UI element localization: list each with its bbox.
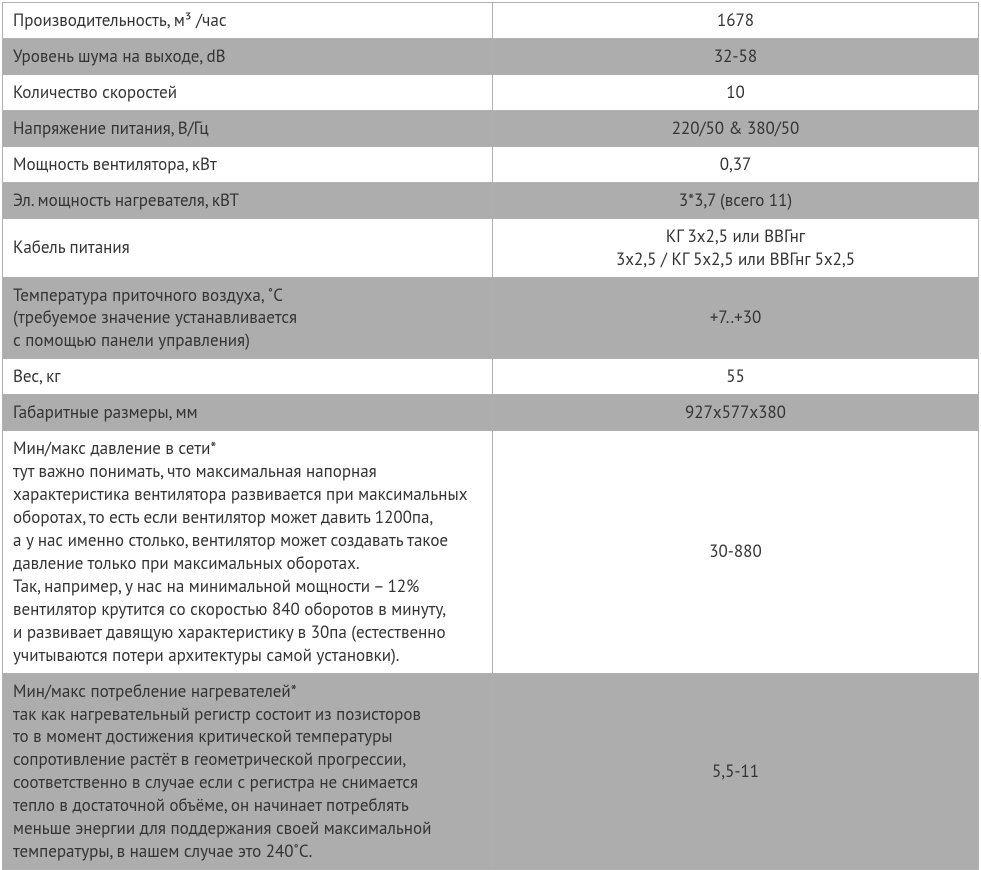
table-row: Напряжение питания, В/Гц220/50 & 380/50: [3, 110, 979, 146]
spec-label: Габаритные размеры, мм: [3, 395, 493, 431]
spec-value: 5,5-11: [493, 673, 979, 870]
spec-value: 32-58: [493, 38, 979, 74]
spec-value: +7..+30: [493, 277, 979, 359]
spec-table-body: Производительность, м³ /час1678Уровень ш…: [3, 3, 979, 870]
spec-label: Производительность, м³ /час: [3, 3, 493, 39]
table-row: Мин/макс потребление нагревателей*так ка…: [3, 673, 979, 870]
table-row: Кабель питанияКГ 3х2,5 или ВВГнг3х2,5 / …: [3, 218, 979, 277]
spec-value: 3*3,7 (всего 11): [493, 182, 979, 218]
spec-value: 10: [493, 74, 979, 110]
spec-label: Кабель питания: [3, 218, 493, 277]
spec-label: Мощность вентилятора, кВт: [3, 146, 493, 182]
spec-label: Количество скоростей: [3, 74, 493, 110]
table-row: Температура приточного воздуха, ˚С(требу…: [3, 277, 979, 359]
spec-value: 927х577х380: [493, 395, 979, 431]
spec-value: 1678: [493, 3, 979, 39]
table-row: Вес, кг55: [3, 359, 979, 395]
spec-label: Мин/макс потребление нагревателей*так ка…: [3, 673, 493, 870]
spec-label: Вес, кг: [3, 359, 493, 395]
spec-label: Напряжение питания, В/Гц: [3, 110, 493, 146]
table-row: Мин/макс давление в сети*тут важно поним…: [3, 431, 979, 673]
spec-value: 30-880: [493, 431, 979, 673]
table-row: Производительность, м³ /час1678: [3, 3, 979, 39]
table-row: Уровень шума на выходе, dB32-58: [3, 38, 979, 74]
spec-value: КГ 3х2,5 или ВВГнг3х2,5 / КГ 5х2,5 или В…: [493, 218, 979, 277]
table-row: Мощность вентилятора, кВт0,37: [3, 146, 979, 182]
table-row: Количество скоростей10: [3, 74, 979, 110]
spec-value: 55: [493, 359, 979, 395]
spec-label: Мин/макс давление в сети*тут важно поним…: [3, 431, 493, 673]
spec-label: Температура приточного воздуха, ˚С(требу…: [3, 277, 493, 359]
spec-value: 0,37: [493, 146, 979, 182]
spec-label: Уровень шума на выходе, dB: [3, 38, 493, 74]
spec-table: Производительность, м³ /час1678Уровень ш…: [2, 2, 979, 870]
table-row: Габаритные размеры, мм927х577х380: [3, 395, 979, 431]
table-row: Эл. мощность нагревателя, кВТ3*3,7 (всег…: [3, 182, 979, 218]
spec-value: 220/50 & 380/50: [493, 110, 979, 146]
spec-label: Эл. мощность нагревателя, кВТ: [3, 182, 493, 218]
